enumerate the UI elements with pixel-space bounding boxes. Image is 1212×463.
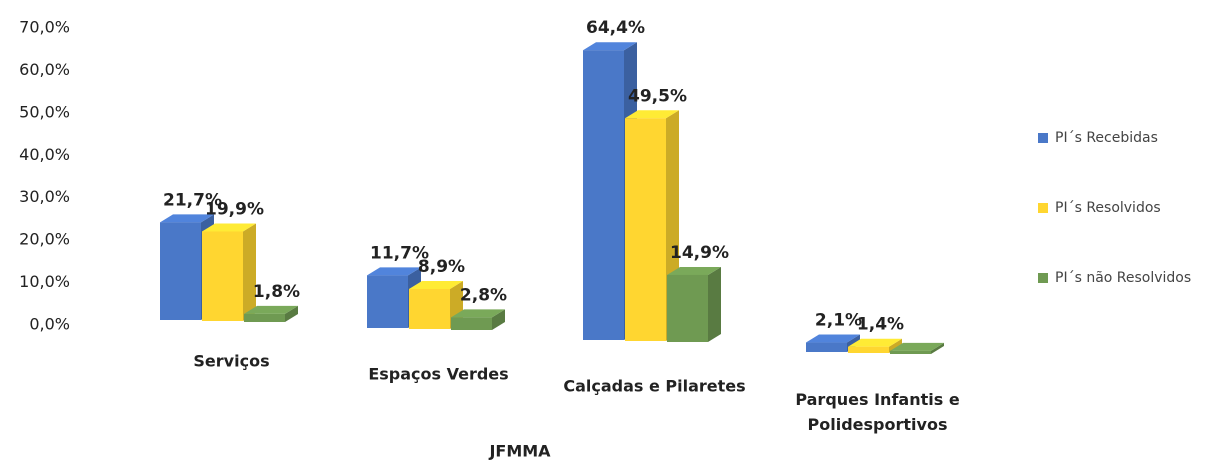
value-label: 19,9% xyxy=(205,199,264,219)
value-label: 21,7% xyxy=(163,190,222,210)
x-tick-label-line: Polidesportivos xyxy=(808,415,948,434)
value-label: 1,4% xyxy=(857,315,904,335)
x-tick-label: Parques Infantis e Polidesportivos xyxy=(795,390,959,434)
bar-top xyxy=(625,110,679,119)
y-tick-label: 70,0% xyxy=(19,18,70,37)
legend-swatch xyxy=(1038,133,1048,143)
x-tick-label: Espaços Verdes xyxy=(368,365,508,384)
legend-label: PI´s Resolvidos xyxy=(1055,200,1161,216)
value-label: 2,8% xyxy=(460,285,507,305)
value-label: 11,7% xyxy=(370,243,429,263)
x-tick-label-line: Parques Infantis e xyxy=(795,390,959,409)
bar-side xyxy=(889,338,902,353)
bar-top xyxy=(667,266,721,275)
bar-top xyxy=(451,309,505,318)
y-tick-label: 0,0% xyxy=(29,315,70,334)
bar xyxy=(244,313,285,322)
bar-top xyxy=(848,338,902,347)
bar xyxy=(202,231,243,321)
legend-label: PI´s não Resolvidos xyxy=(1055,270,1191,286)
bar xyxy=(583,50,624,340)
value-label: 8,9% xyxy=(418,257,465,277)
x-tick-label: Calçadas e Pilaretes xyxy=(563,377,745,396)
x-tick-label: Serviços xyxy=(193,352,269,371)
bar-side xyxy=(931,342,944,354)
bar xyxy=(367,275,408,328)
bar-top xyxy=(244,305,298,314)
bar xyxy=(625,118,666,341)
y-tick-label: 60,0% xyxy=(19,60,70,79)
legend-swatch xyxy=(1038,203,1048,213)
value-label: 2,1% xyxy=(815,311,862,331)
bar-top xyxy=(409,280,463,289)
bar xyxy=(409,288,450,329)
x-axis-label: JFMMA xyxy=(488,442,551,461)
bar xyxy=(848,346,889,353)
bar xyxy=(160,222,201,320)
bar xyxy=(890,350,931,354)
bar-side xyxy=(243,223,256,321)
value-label: 1,8% xyxy=(253,282,300,302)
bar xyxy=(667,274,708,342)
y-tick-label: 20,0% xyxy=(19,230,70,249)
legend-label: PI´s Recebidas xyxy=(1055,130,1158,146)
bar-top xyxy=(583,42,637,51)
bar-top xyxy=(890,342,944,351)
value-label: 49,5% xyxy=(628,86,687,106)
value-label: 64,4% xyxy=(586,18,645,38)
value-label: 14,9% xyxy=(670,243,729,263)
bar xyxy=(451,317,492,330)
bar-side xyxy=(285,305,298,322)
y-tick-label: 30,0% xyxy=(19,187,70,206)
y-tick-label: 50,0% xyxy=(19,102,70,121)
bar-side xyxy=(708,266,721,342)
bar-top xyxy=(367,267,421,276)
bar-top xyxy=(202,223,256,232)
bar-top xyxy=(806,334,860,343)
bar-side xyxy=(492,309,505,330)
y-tick-label: 10,0% xyxy=(19,272,70,291)
y-tick-label: 40,0% xyxy=(19,145,70,164)
bar xyxy=(806,342,847,352)
legend-swatch xyxy=(1038,273,1048,283)
bar-top xyxy=(160,214,214,223)
